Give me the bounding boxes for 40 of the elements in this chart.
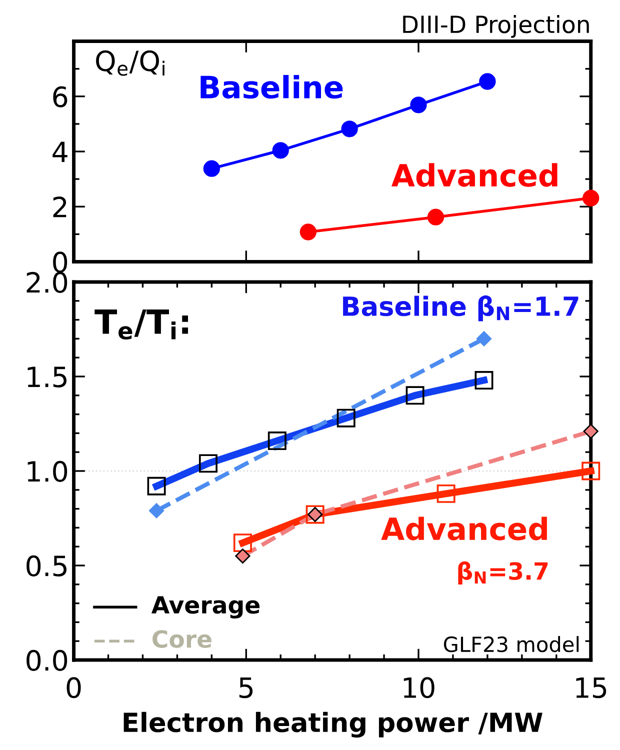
annotation: Advanced: [381, 516, 547, 540]
point: [582, 190, 600, 206]
y-tick-label: 1.0: [28, 460, 68, 482]
point: [272, 142, 289, 159]
point: [235, 548, 250, 564]
y-tick-label: 2.0: [26, 272, 68, 293]
point: [436, 484, 456, 503]
x-tick-label: 10: [404, 677, 434, 698]
annotation: Core: [152, 630, 212, 648]
x-tick-label: 0: [66, 677, 81, 698]
point: [476, 331, 492, 346]
point: [427, 208, 444, 226]
y-tick-label: 0.0: [26, 650, 68, 671]
point: [148, 503, 164, 518]
annotation: Q$_{e}$/Q$_{i}$: [96, 50, 164, 76]
annotation: Average: [151, 596, 260, 619]
y-tick-label: 2: [53, 196, 66, 218]
point: [410, 96, 427, 114]
y-tick-label: 0: [53, 252, 68, 273]
point: [582, 462, 600, 480]
annotation: β$_{N}$=3.7: [458, 561, 548, 585]
annotation: Baseline β$_{N}$=1.7: [343, 295, 578, 322]
point: [233, 534, 252, 552]
point: [583, 424, 598, 439]
point: [300, 224, 317, 240]
y-tick-label: 1.5: [28, 366, 66, 388]
point: [203, 160, 220, 177]
x-tick-label: 15: [576, 678, 606, 698]
annotation: Baseline: [200, 74, 343, 99]
y-tick-label: 4: [52, 142, 68, 162]
y-tick-label: 6: [53, 86, 68, 108]
y-tick-label: 0.5: [26, 555, 66, 576]
annotation: T$_{e}$/T$_{i}$:: [94, 309, 188, 340]
point: [479, 73, 496, 90]
point: [341, 120, 358, 138]
annotation: GLF23 model: [444, 636, 579, 652]
x-axis-title: Electron heating power /MW: [124, 712, 542, 738]
x-tick-label: 5: [239, 678, 253, 698]
chart-title: DIII-D Projection: [403, 14, 589, 38]
annotation: Advanced: [391, 163, 558, 187]
